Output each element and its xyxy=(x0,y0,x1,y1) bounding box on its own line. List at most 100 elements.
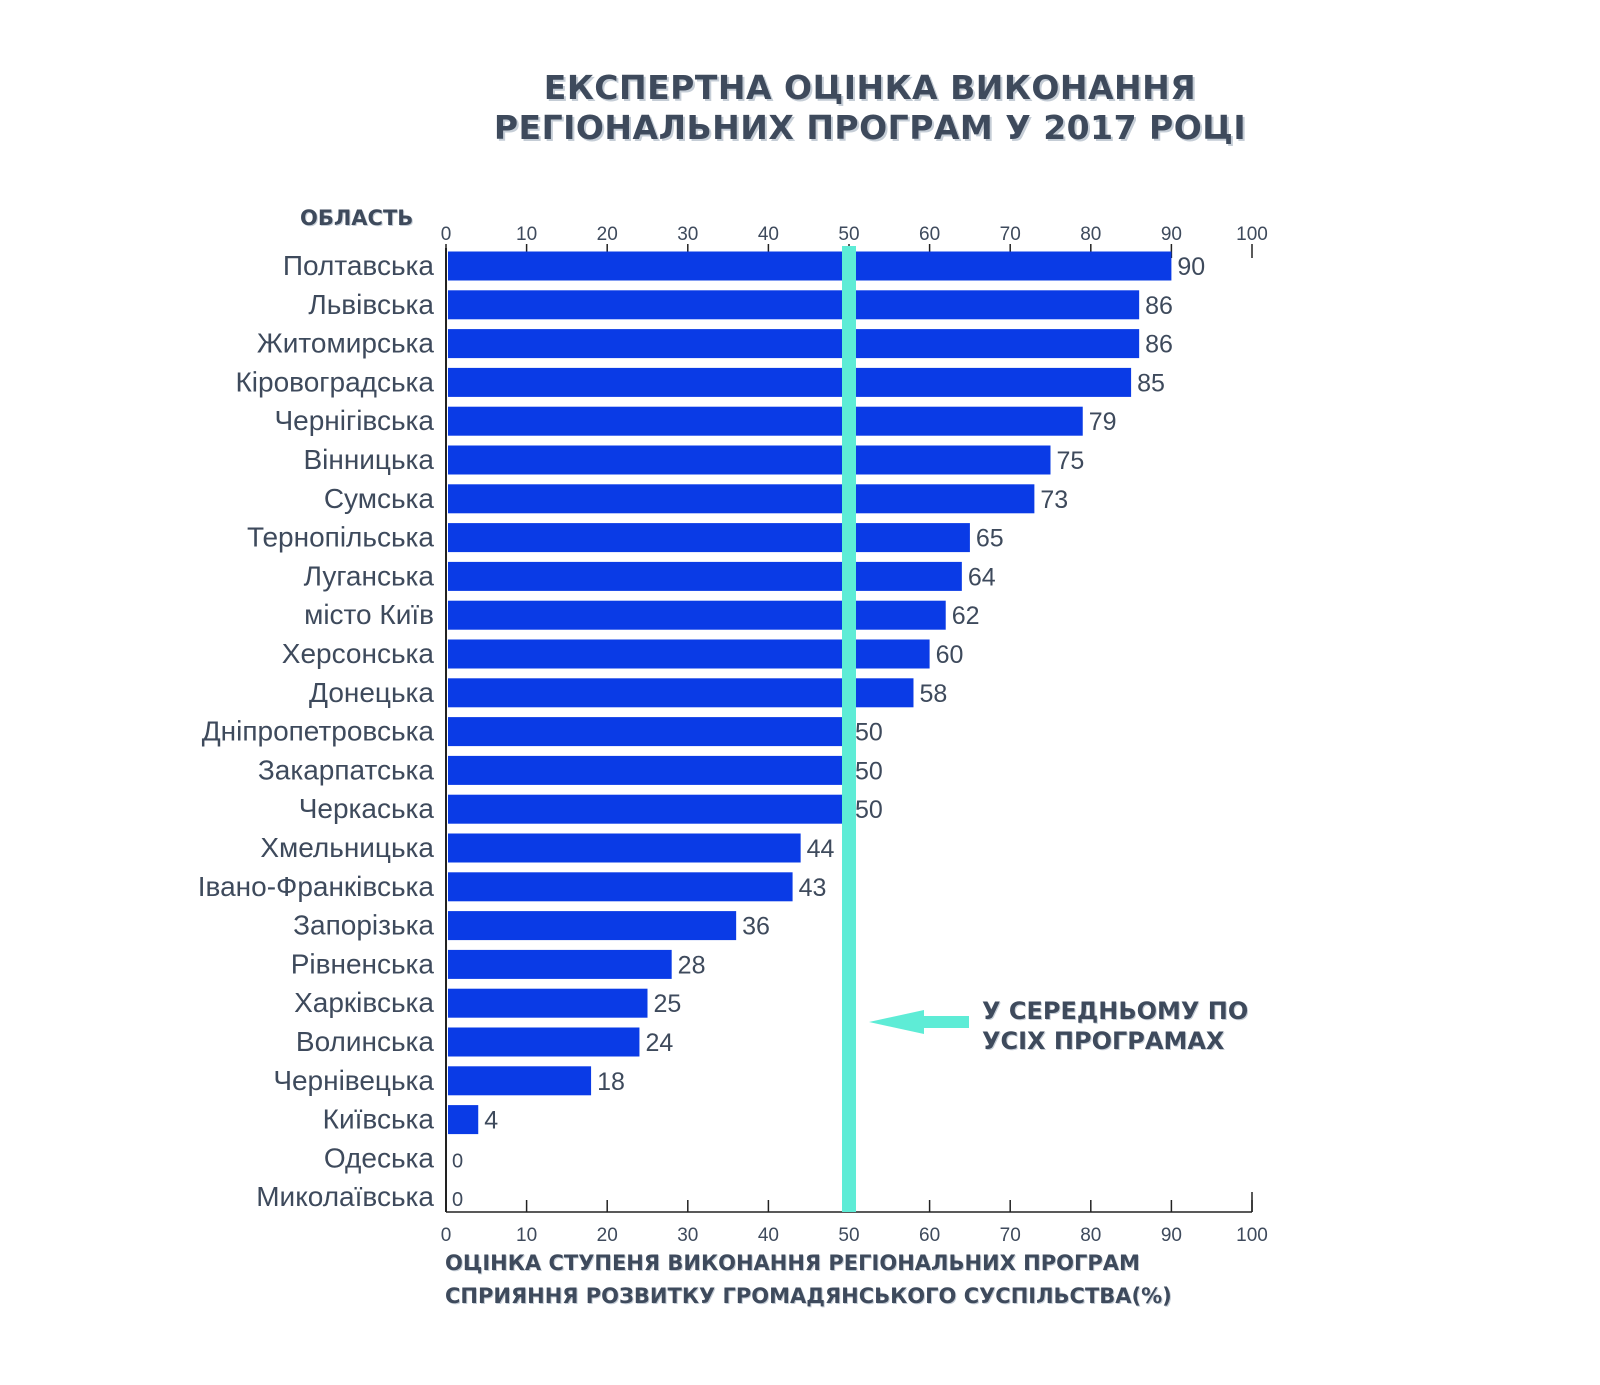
average-annotation: У СЕРЕДНЬОМУ ПО УСІХ ПРОГРАМАХ xyxy=(982,996,1248,1056)
bar xyxy=(448,755,849,785)
category-label: Київська xyxy=(323,1104,435,1135)
value-label: 86 xyxy=(1145,292,1173,320)
x-tick-label-bottom: 20 xyxy=(597,1225,618,1246)
chart-title: ЕКСПЕРТНА ОЦІНКА ВИКОНАННЯ РЕГІОНАЛЬНИХ … xyxy=(400,68,1340,148)
bar xyxy=(448,678,914,708)
value-label: 0 xyxy=(452,1150,463,1172)
bar xyxy=(448,406,1083,436)
bar xyxy=(448,367,1132,397)
x-tick-label-bottom: 40 xyxy=(758,1225,779,1246)
category-label: Львівська xyxy=(308,289,434,320)
value-label: 18 xyxy=(597,1068,625,1096)
bar xyxy=(448,911,737,941)
category-label: Івано-Франківська xyxy=(198,871,435,902)
average-line xyxy=(842,246,856,1212)
x-tick-label-top: 50 xyxy=(838,224,859,245)
x-tick-label-bottom: 90 xyxy=(1161,1225,1182,1246)
value-label: 85 xyxy=(1137,369,1165,397)
x-tick-label-top: 0 xyxy=(441,224,452,245)
bar xyxy=(448,988,648,1018)
category-label: Запорізька xyxy=(293,910,434,941)
value-label: 25 xyxy=(654,990,682,1018)
x-tick-label-bottom: 50 xyxy=(838,1225,859,1246)
x-tick-label-top: 10 xyxy=(516,224,537,245)
bar xyxy=(448,484,1035,514)
category-label: Чернігівська xyxy=(274,405,434,436)
category-label: Луганська xyxy=(304,560,435,591)
category-label: Хмельницька xyxy=(260,832,434,863)
x-tick-label-bottom: 0 xyxy=(441,1225,452,1246)
bar xyxy=(448,872,793,902)
bar xyxy=(448,949,672,979)
category-label: Чернівецька xyxy=(273,1065,434,1096)
bar xyxy=(448,290,1140,320)
x-tick-label-bottom: 80 xyxy=(1080,1225,1101,1246)
x-tick-label-top: 80 xyxy=(1080,224,1101,245)
x-tick-label-bottom: 70 xyxy=(1000,1225,1021,1246)
value-label: 28 xyxy=(678,951,706,979)
value-label: 60 xyxy=(936,641,964,669)
category-label: Вінницька xyxy=(303,444,434,475)
bar xyxy=(448,1027,640,1057)
chart-title-line-1: ЕКСПЕРТНА ОЦІНКА ВИКОНАННЯ xyxy=(543,68,1197,107)
bar xyxy=(448,639,930,669)
value-label: 62 xyxy=(952,602,980,630)
category-label: Дніпропетровська xyxy=(202,716,435,747)
bar xyxy=(448,794,849,824)
category-label: Волинська xyxy=(296,1026,435,1057)
x-tick-label-top: 30 xyxy=(677,224,698,245)
value-label: 65 xyxy=(976,525,1004,553)
chart-title-line-2: РЕГІОНАЛЬНИХ ПРОГРАМ У 2017 РОЦІ xyxy=(493,108,1247,147)
bar xyxy=(448,717,849,747)
x-tick-label-top: 100 xyxy=(1236,224,1268,245)
category-label: місто Київ xyxy=(304,599,434,630)
category-label: Полтавська xyxy=(283,250,435,281)
x-axis-label: ОЦІНКА СТУПЕНЯ ВИКОНАННЯ РЕГІОНАЛЬНИХ ПР… xyxy=(445,1247,1172,1313)
category-label: Житомирська xyxy=(257,328,434,359)
category-label: Миколаївська xyxy=(256,1181,434,1212)
value-label: 64 xyxy=(968,563,996,591)
x-axis-label-line-1: ОЦІНКА СТУПЕНЯ ВИКОНАННЯ РЕГІОНАЛЬНИХ ПР… xyxy=(445,1251,1140,1275)
bar xyxy=(448,600,946,630)
average-annotation-line-1: У СЕРЕДНЬОМУ ПО xyxy=(982,997,1249,1025)
x-tick-label-top: 90 xyxy=(1161,224,1182,245)
x-tick-label-bottom: 10 xyxy=(516,1225,537,1246)
bar xyxy=(448,523,970,553)
value-label: 0 xyxy=(452,1189,463,1211)
value-label: 79 xyxy=(1089,408,1117,436)
average-arrow-head xyxy=(869,1010,924,1034)
category-label: Херсонська xyxy=(282,638,435,669)
category-label: Черкаська xyxy=(299,793,435,824)
category-label: Сумська xyxy=(324,483,435,514)
category-label: Закарпатська xyxy=(258,754,435,785)
bar xyxy=(448,1105,479,1135)
y-axis-header: ОБЛАСТЬ xyxy=(300,206,414,230)
value-label: 50 xyxy=(855,757,883,785)
value-label: 73 xyxy=(1040,486,1068,514)
bar xyxy=(448,329,1140,359)
value-label: 50 xyxy=(855,719,883,747)
category-label: Рівненська xyxy=(291,948,435,979)
x-tick-label-top: 60 xyxy=(919,224,940,245)
bar xyxy=(448,251,1172,281)
value-label: 24 xyxy=(645,1029,673,1057)
value-label: 50 xyxy=(855,796,883,824)
x-tick-label-top: 40 xyxy=(758,224,779,245)
value-label: 4 xyxy=(484,1107,498,1135)
bar xyxy=(448,445,1051,475)
category-label: Одеська xyxy=(324,1142,435,1173)
bar xyxy=(448,1066,592,1096)
category-label: Тернопільська xyxy=(247,522,434,553)
value-label: 36 xyxy=(742,913,770,941)
value-label: 43 xyxy=(799,874,827,902)
category-label: Кіровоградська xyxy=(235,366,434,397)
x-tick-label-bottom: 100 xyxy=(1236,1225,1268,1246)
value-label: 44 xyxy=(807,835,835,863)
category-label: Харківська xyxy=(294,987,434,1018)
value-label: 90 xyxy=(1177,253,1205,281)
x-tick-label-top: 20 xyxy=(597,224,618,245)
value-label: 86 xyxy=(1145,331,1173,359)
value-label: 58 xyxy=(919,680,947,708)
bar xyxy=(448,833,801,863)
